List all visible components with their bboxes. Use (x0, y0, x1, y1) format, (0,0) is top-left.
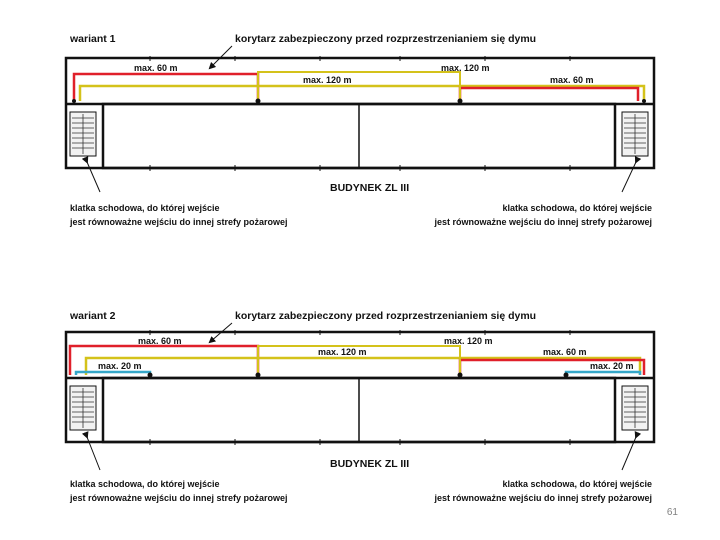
variant-1-panel: wariant 1 korytarz zabezpieczony przed r… (64, 33, 656, 227)
stair-left (69, 111, 97, 157)
route-yellow-main (78, 84, 646, 101)
route-yellow-top (257, 345, 461, 375)
stair-left-label-line: klatka schodowa, do której wejście (70, 479, 220, 489)
stair-right-label-line: klatka schodowa, do której wejście (502, 203, 652, 213)
stair-left (69, 385, 97, 431)
page-number: 61 (666, 507, 678, 518)
window-marks (149, 330, 571, 445)
distance-label: max. 120 m (444, 336, 493, 346)
stair-left-label-line: jest równoważne wejściu do innej strefy … (69, 217, 288, 227)
building-plan (64, 56, 656, 171)
distance-label: max. 120 m (318, 347, 367, 357)
distance-label: max. 60 m (138, 336, 182, 346)
distance-label: max. 60 m (550, 75, 594, 85)
variant-2-panel: wariant 2 korytarz zabezpieczony przed r… (64, 310, 656, 503)
route-cyan-right (564, 370, 642, 375)
building-plan (64, 330, 656, 445)
evacuation-routes (72, 71, 646, 101)
stair-left-pointer-arrow (81, 431, 101, 471)
building-label: BUDYNEK ZL III (330, 182, 409, 194)
stair-right-label-line: jest równoważne wejściu do innej strefy … (433, 493, 652, 503)
route-start-points (147, 372, 569, 378)
stair-left-pointer-arrow (81, 156, 101, 193)
distance-label: max. 60 m (134, 63, 178, 73)
route-red-right (458, 86, 640, 101)
distance-label: max. 60 m (543, 347, 587, 357)
distance-label: max. 20 m (590, 361, 634, 371)
distance-label: max. 120 m (441, 63, 490, 73)
window-marks (149, 56, 571, 171)
route-yellow-top (257, 71, 461, 101)
stair-right-pointer-arrow (621, 431, 642, 471)
building-label: BUDYNEK ZL III (330, 458, 409, 470)
stair-left-label-line: klatka schodowa, do której wejście (70, 203, 220, 213)
stair-right-pointer-arrow (621, 155, 642, 193)
stair-right (621, 385, 649, 431)
route-red-left (72, 72, 260, 101)
variant-1-title: wariant 1 (69, 33, 116, 45)
route-start-points (72, 98, 646, 104)
stair-left-label-line: jest równoważne wejściu do innej strefy … (69, 493, 288, 503)
stair-right (621, 111, 649, 157)
stair-right-label-line: jest równoważne wejściu do innej strefy … (433, 217, 652, 227)
route-yellow-main (84, 356, 642, 375)
distance-label: max. 120 m (303, 75, 352, 85)
variant-1-corridor-label: korytarz zabezpieczony przed rozprzestrz… (235, 33, 536, 45)
variant-2-corridor-label: korytarz zabezpieczony przed rozprzestrz… (235, 310, 536, 322)
variant-2-title: wariant 2 (69, 310, 116, 322)
distance-label: max. 20 m (98, 361, 142, 371)
stair-right-label-line: klatka schodowa, do której wejście (502, 479, 652, 489)
